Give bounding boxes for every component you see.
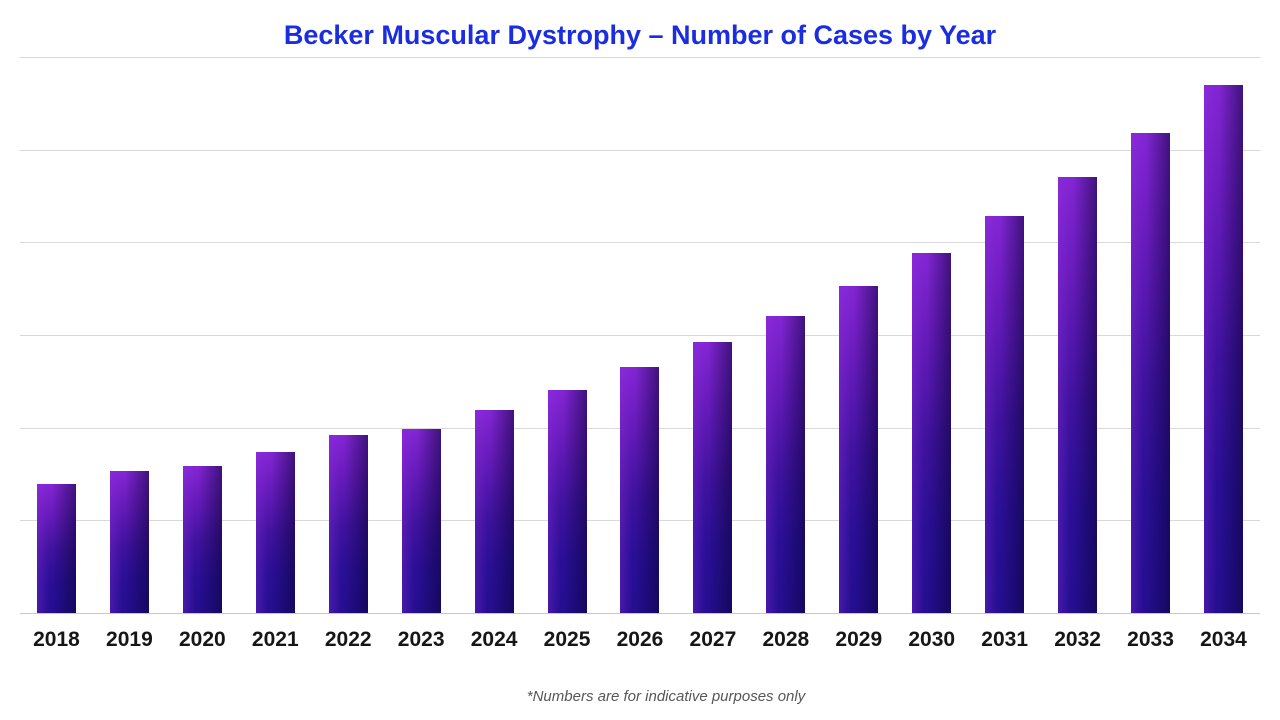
x-axis-labels: 2018 2019 2020 2021 2022 2023 2024 2025 2026 2027… bbox=[20, 628, 1260, 652]
bar-slot-2032 bbox=[1041, 57, 1114, 613]
bar-slot-2030 bbox=[895, 57, 968, 613]
x-label-2028: 2028 bbox=[762, 628, 810, 651]
x-label-2022: 2022 bbox=[324, 628, 372, 651]
bar-slot-2031 bbox=[968, 57, 1041, 613]
gridline bbox=[20, 242, 1260, 244]
bar-2029[interactable] bbox=[839, 285, 879, 613]
x-label-2021: 2021 bbox=[251, 628, 299, 651]
x-label-2020: 2020 bbox=[178, 628, 226, 651]
plot-area bbox=[20, 57, 1260, 614]
gridline bbox=[20, 335, 1260, 336]
bar-slot-2029 bbox=[822, 57, 895, 613]
bars-group bbox=[20, 57, 1260, 613]
bar-slot-2024 bbox=[458, 57, 531, 613]
bar-slot-2018 bbox=[20, 57, 93, 613]
gridline bbox=[20, 149, 1260, 151]
x-label-2019: 2019 bbox=[106, 628, 153, 651]
bar-slot-2034 bbox=[1187, 57, 1260, 613]
bar-slot-2020 bbox=[166, 57, 239, 613]
bar-slot-2027 bbox=[676, 57, 749, 613]
x-label-2031: 2031 bbox=[981, 628, 1029, 651]
bar-2022[interactable] bbox=[328, 435, 368, 613]
gridline bbox=[20, 57, 1260, 58]
x-label-2023: 2023 bbox=[397, 628, 445, 651]
footnote: *Numbers are for indicative purposes onl… bbox=[526, 688, 806, 705]
x-label-2026: 2026 bbox=[616, 628, 664, 651]
bar-2023[interactable] bbox=[401, 428, 441, 613]
x-label-2027: 2027 bbox=[689, 628, 737, 651]
bar-slot-2021 bbox=[239, 57, 312, 613]
bar-2026[interactable] bbox=[620, 366, 660, 613]
bar-2021[interactable] bbox=[255, 451, 295, 613]
bar-slot-2023 bbox=[385, 57, 458, 613]
bar-2020[interactable] bbox=[182, 465, 222, 613]
bar-2030[interactable] bbox=[912, 252, 952, 613]
bar-2028[interactable] bbox=[766, 316, 806, 613]
x-label-2029: 2029 bbox=[835, 628, 883, 651]
bar-slot-2033 bbox=[1114, 57, 1187, 613]
bar-2019[interactable] bbox=[109, 471, 149, 613]
bar-2031[interactable] bbox=[985, 216, 1025, 613]
bar-2032[interactable] bbox=[1058, 176, 1098, 613]
bar-2025[interactable] bbox=[547, 389, 587, 613]
bar-slot-2019 bbox=[93, 57, 166, 613]
x-label-2033: 2033 bbox=[1127, 628, 1174, 651]
x-label-2024: 2024 bbox=[470, 628, 518, 651]
x-label-2034: 2034 bbox=[1200, 628, 1247, 651]
x-label-2032: 2032 bbox=[1054, 628, 1101, 651]
bar-slot-2026 bbox=[604, 57, 677, 613]
bar-2033[interactable] bbox=[1131, 133, 1171, 613]
bar-slot-2028 bbox=[749, 57, 822, 613]
bar-2027[interactable] bbox=[693, 342, 733, 613]
x-label-2018: 2018 bbox=[33, 628, 80, 651]
bar-2034[interactable] bbox=[1203, 84, 1243, 613]
bar-slot-2022 bbox=[312, 57, 385, 613]
bar-2018[interactable] bbox=[36, 484, 76, 613]
x-label-2030: 2030 bbox=[908, 628, 956, 651]
chart-title: Becker Muscular Dystrophy – Number of Ca… bbox=[283, 20, 997, 50]
x-label-2025: 2025 bbox=[543, 628, 591, 651]
bar-slot-2025 bbox=[531, 57, 604, 613]
bar-2024[interactable] bbox=[474, 410, 514, 613]
